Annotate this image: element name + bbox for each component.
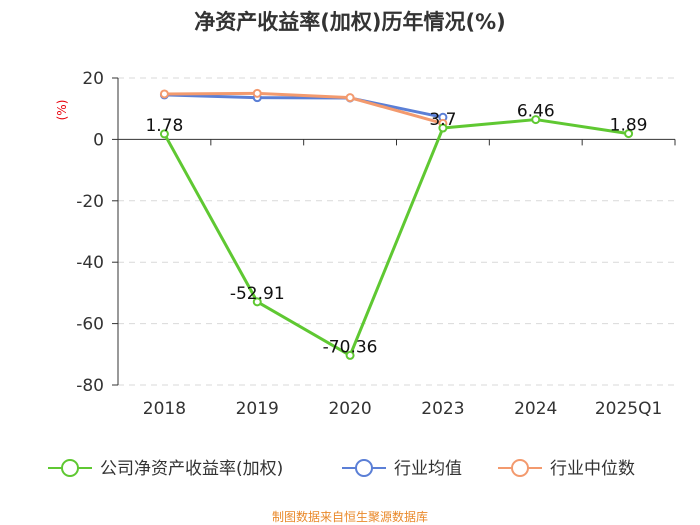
- chart-title: 净资产收益率(加权)历年情况(%): [194, 10, 505, 34]
- series-line-0: [163, 118, 629, 357]
- data-point: [159, 129, 169, 139]
- data-point: [438, 123, 448, 133]
- series-line-1: [164, 93, 444, 119]
- legend-label: 公司净资产收益率(加权): [100, 459, 283, 479]
- legend-label: 行业均值: [394, 459, 462, 479]
- data-point: [159, 89, 169, 99]
- axes: 20 0 -20 -40 -60 -80 2018 2019 2020 2023 2024 2025Q…: [76, 69, 676, 419]
- legend: 公司净资产收益率(加权) 行业均值 行业中位数: [48, 459, 635, 479]
- x-tick-label: 2024: [514, 399, 557, 419]
- y-tick-label: 20: [82, 69, 104, 89]
- data-label: 1.78: [145, 116, 183, 136]
- data-label: 1.89: [610, 116, 648, 136]
- source-note: 制图数据来自恒生聚源数据库: [272, 509, 428, 524]
- data-point: [345, 93, 355, 103]
- x-tick-label: 2019: [236, 399, 279, 419]
- gridlines: [118, 77, 675, 386]
- y-axis-unit-label: (%): [55, 100, 69, 121]
- y-tick-label: -80: [76, 376, 104, 396]
- data-label: 6.46: [517, 102, 555, 122]
- x-tick-label: 2025Q1: [595, 399, 662, 419]
- y-tick-label: 0: [93, 130, 104, 150]
- y-tick-label: -20: [76, 192, 104, 212]
- x-tick-label: 2018: [143, 399, 186, 419]
- data-label: 3.7: [429, 110, 456, 130]
- data-point: [252, 88, 262, 98]
- x-tick-label: 2023: [421, 399, 464, 419]
- data-point: [345, 350, 355, 360]
- data-point: [624, 129, 634, 139]
- data-label: -70.36: [323, 337, 378, 357]
- legend-marker: [511, 459, 529, 477]
- x-tick-label: 2020: [328, 399, 371, 419]
- data-labels: 1.78 -52.91 -70.36 3.7 6.46 1.89: [145, 102, 647, 358]
- data-label: -52.91: [230, 284, 285, 304]
- legend-label: 行业中位数: [550, 459, 635, 479]
- y-tick-label: -40: [76, 253, 104, 273]
- data-point: [531, 115, 541, 125]
- legend-marker: [61, 459, 79, 477]
- data-point: [252, 297, 262, 307]
- series-line-2: [164, 91, 444, 125]
- legend-marker: [355, 459, 373, 477]
- series-layer: [159, 88, 634, 360]
- y-tick-label: -60: [76, 315, 104, 335]
